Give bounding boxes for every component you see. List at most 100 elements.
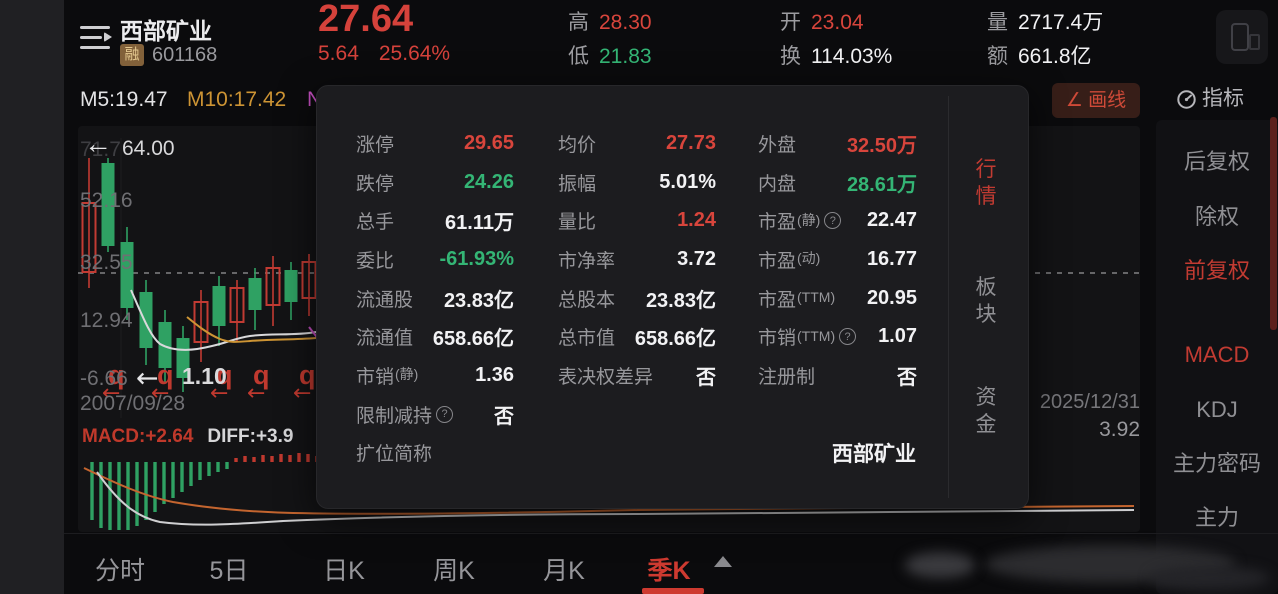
header-stat: 量 2717.4万 xyxy=(987,6,1103,40)
indicator-button[interactable]: 指标 xyxy=(1176,86,1244,112)
header-stat-label: 换 xyxy=(780,45,801,68)
sidebar-item-除权[interactable]: 除权 xyxy=(1194,204,1239,229)
quote-value: 29.65 xyxy=(463,131,514,154)
tab-日K[interactable]: 日K xyxy=(323,557,365,585)
candle-body xyxy=(120,242,134,308)
sidebar-item-主力密码[interactable]: 主力密码 xyxy=(1172,451,1261,476)
quote-row: 限制减持? 否 xyxy=(356,395,514,434)
quote-value: 27.73 xyxy=(665,131,716,154)
quote-row: 均价 27.73 xyxy=(558,124,716,163)
header-stats-open-turnover: 开 23.04 换 114.03% xyxy=(780,6,892,74)
sidebar-item-KDJ[interactable]: KDJ xyxy=(1196,397,1238,422)
left-edge-strip xyxy=(0,0,64,594)
y-axis-label: 52.16 xyxy=(80,189,133,212)
quote-label-sub: (TTM) xyxy=(797,289,836,306)
macd-bar xyxy=(117,462,121,530)
quote-label: 注册制 xyxy=(758,362,815,389)
macd-bar xyxy=(90,462,94,520)
quote-label: 委比 xyxy=(356,246,394,273)
quote-label: 涨停 xyxy=(356,130,394,157)
help-icon[interactable]: ? xyxy=(436,405,454,423)
price-change: 5.64 25.64% xyxy=(318,42,450,66)
diff-line xyxy=(96,471,1135,526)
quote-row: 内盘 28.61万 xyxy=(758,163,917,202)
header-stat-value: 23.04 xyxy=(811,11,864,34)
quote-label-text: 涨停 xyxy=(356,134,395,156)
macd-bar xyxy=(252,457,256,462)
sidebar-item-MACD[interactable]: MACD xyxy=(1184,342,1250,367)
macd-bar xyxy=(135,462,139,526)
quote-label-sub: (动) xyxy=(797,250,821,267)
popup-tab-板块[interactable]: 板块 xyxy=(975,276,997,326)
low-marker-value: 1.10 xyxy=(182,363,227,389)
quote-value: 3.72 xyxy=(677,247,716,270)
help-icon[interactable]: ? xyxy=(824,212,842,230)
header-stat-value: 661.8亿 xyxy=(1018,45,1092,68)
chart-end-date: 2025/12/31 xyxy=(1039,391,1140,413)
macd-bar xyxy=(216,462,220,472)
ma5-line xyxy=(130,289,639,351)
quote-value: 658.66亿 xyxy=(634,328,716,351)
quote-label: 市盈 (TTM) xyxy=(758,285,835,312)
quote-row: 市销 (TTM)? 1.07 xyxy=(758,317,917,356)
quote-label-text: 市盈 xyxy=(758,250,797,272)
draw-line-button[interactable]: ∠ 画线 xyxy=(1052,83,1140,118)
tab-月K[interactable]: 月K xyxy=(543,557,585,585)
macd-bar xyxy=(108,462,112,530)
change-percent: 25.64% xyxy=(378,42,451,65)
high-marker-value: 64.00 xyxy=(122,137,175,160)
sidebar-item-主力[interactable]: 主力 xyxy=(1194,505,1239,530)
header-stat: 换 114.03% xyxy=(780,40,892,74)
menu-expand-icon[interactable] xyxy=(80,24,112,52)
tab-季K[interactable]: 季K xyxy=(647,557,691,585)
quote-label: 市净率 xyxy=(558,246,615,273)
quote-row: 总手 61.11万 xyxy=(356,201,514,240)
quote-value: 22.47 xyxy=(866,209,917,232)
extended-name-row: 扩位简称 西部矿业 xyxy=(356,433,916,472)
tab-周K[interactable]: 周K xyxy=(433,557,475,585)
quote-label-text: 均价 xyxy=(558,134,597,156)
header-stat: 额 661.8亿 xyxy=(987,40,1103,74)
macd-bar xyxy=(180,462,184,492)
candle-body xyxy=(229,287,245,323)
quote-label-text: 市盈 xyxy=(758,212,797,234)
blurred-watermark xyxy=(1150,566,1270,590)
sidebar-item-前复权[interactable]: 前复权 xyxy=(1183,258,1250,283)
quote-row: 总市值 658.66亿 xyxy=(558,317,716,356)
period-dropdown-caret-icon[interactable] xyxy=(714,556,732,567)
header-stat: 开 23.04 xyxy=(780,6,892,40)
macd-bar xyxy=(153,462,157,512)
candle-body xyxy=(301,261,317,299)
quote-label-text: 总市值 xyxy=(558,328,616,350)
quote-label: 总市值 xyxy=(558,323,615,350)
macd-bar xyxy=(99,462,103,528)
y-axis-label: 32.55 xyxy=(80,251,133,274)
macd-bar xyxy=(162,462,166,504)
quote-row: 振幅 5.01% xyxy=(558,163,716,202)
quote-value: 658.66亿 xyxy=(432,328,514,351)
quote-label: 振幅 xyxy=(558,169,596,196)
ex-rights-arrow-icon: ← xyxy=(151,381,169,406)
quote-label: 外盘 xyxy=(758,130,796,157)
candle-body xyxy=(176,338,190,378)
ex-rights-marker: q xyxy=(157,360,174,390)
help-icon[interactable]: ? xyxy=(839,328,857,346)
sidebar-item-后复权[interactable]: 后复权 xyxy=(1183,149,1250,174)
quote-label: 流通值 xyxy=(356,323,413,350)
candle-body xyxy=(101,163,115,246)
quote-value: 1.07 xyxy=(878,325,917,348)
diff-value: DIFF:+3.9 xyxy=(207,426,294,447)
quote-label-text: 市盈 xyxy=(758,289,797,311)
quote-label-text: 振幅 xyxy=(558,173,597,195)
landscape-phone-button[interactable] xyxy=(1216,10,1268,64)
y-axis-label: 71.7 xyxy=(80,138,121,161)
header-stat-value: 28.30 xyxy=(599,11,652,34)
quote-label-text: 注册制 xyxy=(758,366,816,388)
tab-5日[interactable]: 5日 xyxy=(209,557,249,585)
candle-body xyxy=(158,322,172,368)
quote-value: 28.61万 xyxy=(846,173,917,196)
tab-分时[interactable]: 分时 xyxy=(94,557,146,585)
popup-tab-资金[interactable]: 资金 xyxy=(975,386,997,436)
popup-tab-行情[interactable]: 行情 xyxy=(975,158,997,208)
quote-label-sub: (TTM) xyxy=(797,327,836,344)
